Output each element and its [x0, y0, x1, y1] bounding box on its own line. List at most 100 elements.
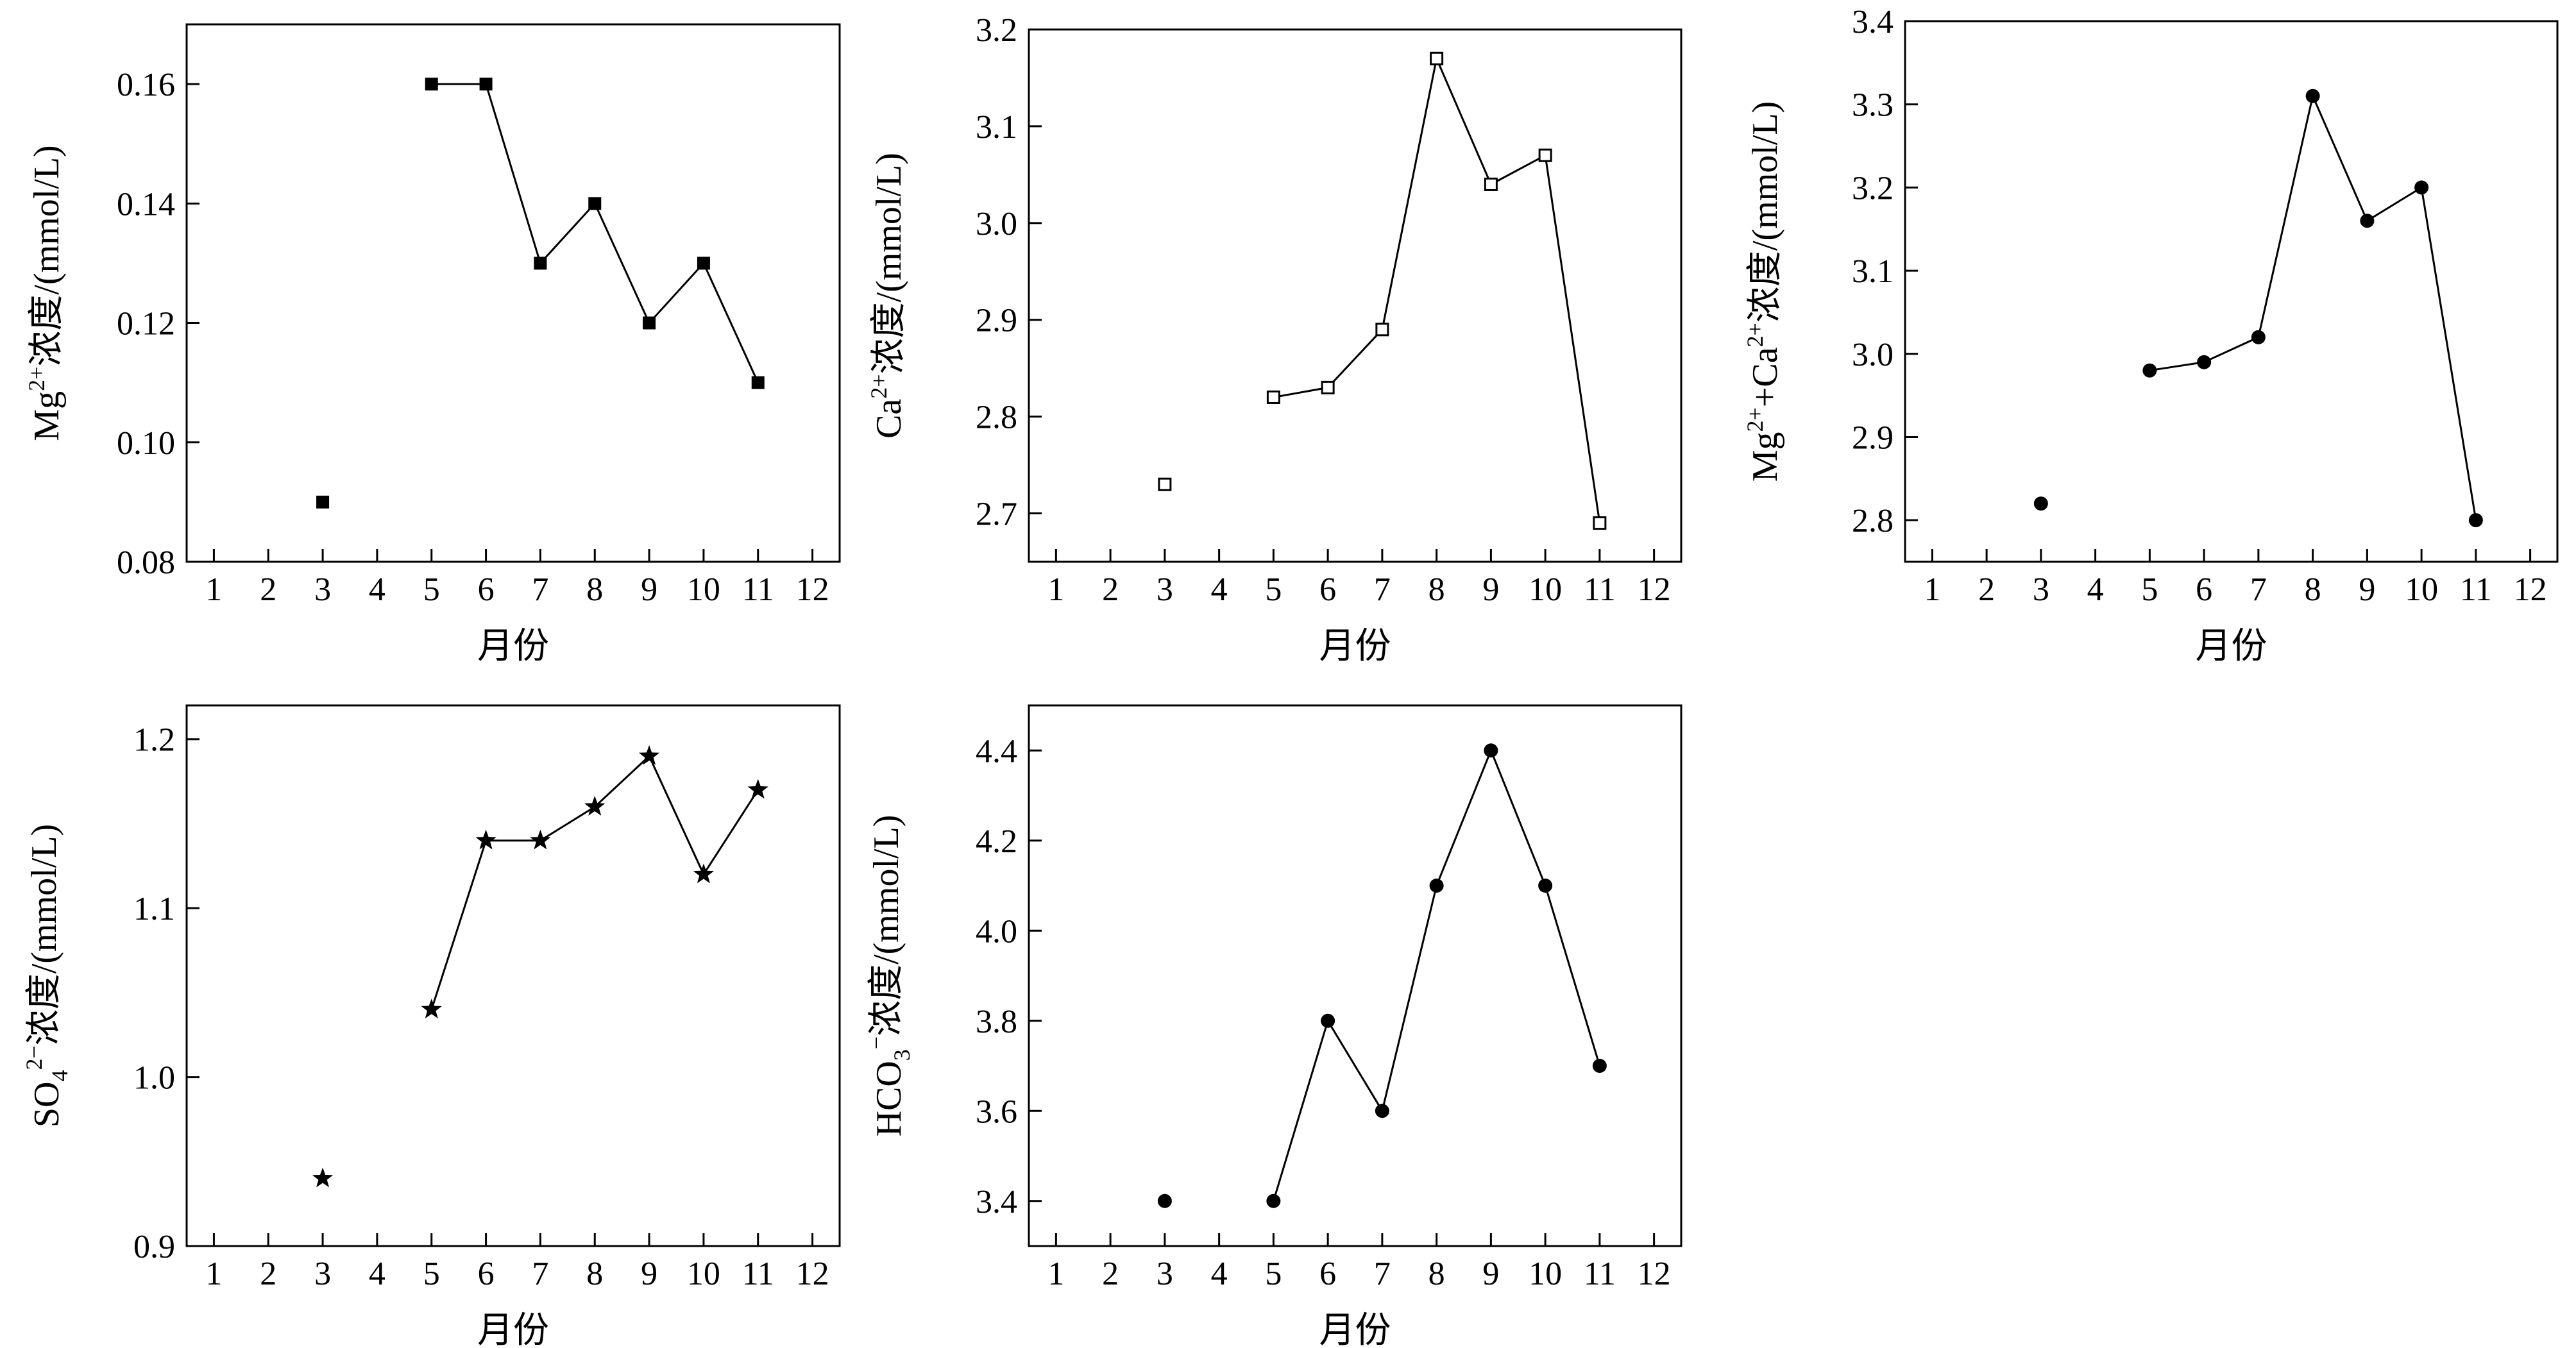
y-axis-title-part: 浓度/(mmol/L)	[869, 153, 909, 374]
series-line	[2149, 92, 2477, 521]
data-point	[1592, 1059, 1607, 1073]
x-tick-label: 6	[478, 1256, 495, 1292]
x-tick-label: 12	[796, 571, 829, 608]
x-tick-label: 5	[2141, 571, 2158, 608]
y-axis-title-part: Mg	[27, 391, 67, 441]
x-tick-label: 11	[1584, 1256, 1616, 1292]
x-tick-label: 9	[1482, 1256, 1499, 1292]
data-point	[2197, 355, 2212, 369]
y-axis-title-part: Ca	[869, 399, 909, 439]
data-point	[316, 495, 330, 509]
data-point	[2414, 180, 2429, 195]
x-tick-label: 11	[742, 1256, 774, 1292]
data-point	[588, 197, 602, 210]
y-tick-label: 3.1	[1852, 253, 1894, 290]
x-tick-label: 9	[1482, 571, 1499, 608]
x-tick-label: 11	[1584, 571, 1616, 608]
y-axis-title-part: 浓度/(mmol/L)	[867, 815, 906, 1036]
y-tick-label: 3.2	[1852, 170, 1894, 206]
x-tick-label: 12	[1638, 1256, 1671, 1292]
data-point	[421, 998, 442, 1018]
data-point	[2305, 88, 2320, 103]
x-tick-label: 3	[314, 1256, 331, 1292]
x-tick-label: 12	[796, 1256, 829, 1292]
x-tick-label: 4	[1211, 571, 1228, 608]
data-point	[693, 863, 715, 884]
x-tick-label: 1	[205, 1256, 222, 1292]
x-tick-label: 5	[423, 571, 440, 608]
y-tick-label: 3.2	[976, 12, 1017, 49]
x-tick-label: 8	[1428, 571, 1445, 608]
x-tick-label: 2	[1978, 571, 1995, 608]
chart-panel-mg: 1 2 3 4 5 6 7 8 9 10 11 120.080.100.120.140.16月份Mg2…	[24, 23, 841, 666]
y-axis-title: Mg2+浓度/(mmol/L)	[24, 145, 67, 441]
plot-frame	[185, 23, 841, 563]
x-tick-label: 5	[1265, 571, 1282, 608]
data-point	[1266, 390, 1280, 404]
chart-panel-so4: 1 2 3 4 5 6 7 8 9 10 11 120.91.01.11.2月份SO42−浓度/(mm…	[21, 704, 841, 1348]
y-tick-label: 1.0	[133, 1060, 175, 1097]
data-point	[2142, 363, 2157, 378]
y-tick-label: 0.9	[133, 1229, 175, 1265]
x-tick-label: 6	[478, 571, 495, 608]
x-tick-label: 2	[1102, 1256, 1119, 1292]
data-point	[697, 257, 710, 270]
y-tick-label: 3.4	[976, 1184, 1017, 1220]
data-point	[2468, 513, 2483, 528]
data-point	[475, 829, 496, 850]
series-line	[431, 83, 759, 383]
x-tick-label: 10	[687, 1256, 720, 1292]
x-tick-label: 6	[2196, 571, 2212, 608]
data-point	[638, 745, 660, 765]
y-tick-label: 2.8	[1852, 503, 1894, 539]
data-point	[1375, 323, 1389, 337]
y-tick-label: 3.4	[1852, 4, 1894, 40]
x-tick-label: 2	[260, 1256, 276, 1292]
data-point	[312, 1167, 334, 1188]
x-axis-title: 月份	[477, 1311, 549, 1348]
data-point	[1593, 516, 1607, 530]
x-tick-label: 9	[2359, 571, 2375, 608]
x-tick-label: 9	[641, 1256, 657, 1292]
y-axis-title-part: 2+	[1742, 323, 1768, 347]
y-tick-label: 0.14	[117, 186, 175, 223]
y-tick-label: 3.8	[976, 1004, 1017, 1040]
chart-panel-mg-plus-ca: 1 2 3 4 5 6 7 8 9 10 11 122.82.93.03.13.23.33.4月份Mg…	[1742, 4, 2559, 666]
y-tick-label: 4.4	[976, 733, 1017, 770]
data-point	[1321, 380, 1335, 394]
data-point	[2251, 330, 2266, 344]
y-axis-title-part: SO	[27, 1082, 67, 1128]
x-tick-label: 7	[1374, 571, 1391, 608]
x-axis-title: 月份	[1319, 627, 1391, 666]
data-point	[747, 779, 768, 799]
plot-frame	[185, 704, 841, 1247]
y-tick-label: 3.1	[976, 109, 1017, 146]
y-axis-title-part: HCO	[869, 1061, 909, 1136]
x-tick-label: 6	[1319, 1256, 1336, 1292]
x-tick-label: 12	[1638, 571, 1671, 608]
x-tick-label: 2	[260, 571, 276, 608]
y-tick-label: 2.8	[976, 400, 1017, 436]
data-point	[530, 829, 551, 850]
y-axis-title-part: Mg	[1745, 432, 1785, 482]
data-point	[1430, 51, 1444, 65]
y-axis-title-part: 浓度/(mmol/L)	[1745, 101, 1785, 323]
data-point	[643, 316, 656, 330]
y-axis-title: SO42−浓度/(mmol/L)	[21, 824, 72, 1127]
x-axis-title: 月份	[1319, 1311, 1391, 1348]
data-point	[1429, 879, 1444, 893]
data-point	[1158, 477, 1172, 491]
y-tick-label: 1.1	[133, 891, 175, 927]
plot-frame	[1028, 28, 1682, 563]
data-point	[534, 257, 547, 270]
x-axis-title: 月份	[2196, 627, 2267, 666]
chart-panel-hco3: 1 2 3 4 5 6 7 8 9 10 11 123.43.63.84.04.24.4月份HCO3−…	[863, 704, 1682, 1348]
data-point	[1375, 1104, 1389, 1118]
x-tick-label: 7	[532, 1256, 548, 1292]
y-tick-label: 3.0	[976, 206, 1017, 242]
x-tick-label: 5	[423, 1256, 440, 1292]
x-tick-label: 7	[532, 571, 548, 608]
data-point	[1157, 1193, 1172, 1208]
x-tick-label: 7	[1374, 1256, 1391, 1292]
x-tick-label: 11	[742, 571, 774, 608]
